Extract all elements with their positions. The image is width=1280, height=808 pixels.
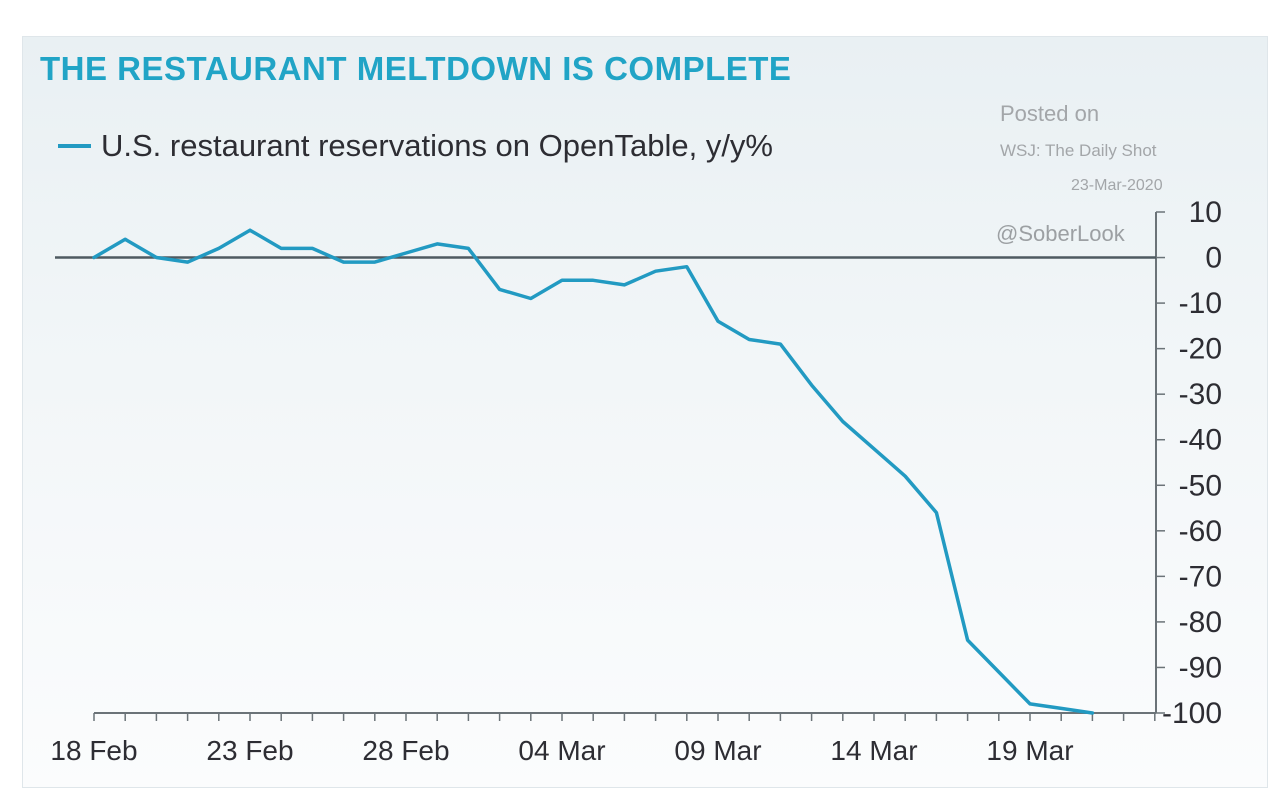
- chart-title: THE RESTAURANT MELTDOWN IS COMPLETE: [40, 50, 792, 87]
- y-tick-label: -80: [1179, 606, 1222, 639]
- plot-area: [92, 228, 1095, 715]
- chart-card: [22, 36, 1268, 788]
- x-tick-label: 28 Feb: [362, 735, 449, 766]
- x-tick-label: 23 Feb: [206, 735, 293, 766]
- y-tick-label: -30: [1179, 378, 1222, 411]
- legend-swatch: [58, 144, 91, 148]
- y-tick-label: -60: [1179, 515, 1222, 548]
- series-line: [92, 228, 1095, 715]
- source-label: WSJ: The Daily Shot: [1000, 141, 1157, 160]
- posted-date: 23-Mar-2020: [1071, 177, 1163, 194]
- x-tick-label: 14 Mar: [830, 735, 917, 766]
- y-tick-label: 0: [1205, 242, 1222, 275]
- y-tick-label: -50: [1179, 469, 1222, 502]
- x-tick-label: 09 Mar: [674, 735, 761, 766]
- legend: U.S. restaurant reservations on OpenTabl…: [58, 128, 773, 164]
- tick-labels: 10 0 -10 -20 -30 -40 -50 -60 -70 -80 -90 -100 18 Feb…: [50, 196, 1222, 766]
- y-tick-label: -40: [1179, 424, 1222, 457]
- x-tick-label: 04 Mar: [518, 735, 605, 766]
- y-tick-label: 10: [1189, 196, 1222, 229]
- y-tick-label: -20: [1179, 333, 1222, 366]
- axes: [55, 211, 1165, 721]
- y-tick-label: -70: [1179, 560, 1222, 593]
- y-tick-label: -10: [1179, 287, 1222, 320]
- x-tick-label: 19 Mar: [986, 735, 1073, 766]
- x-tick-label: 18 Feb: [50, 735, 137, 766]
- y-tick-label: -90: [1179, 651, 1222, 684]
- y-tick-label: -100: [1162, 697, 1222, 730]
- author-handle: @SoberLook: [996, 221, 1125, 246]
- legend-label: U.S. restaurant reservations on OpenTabl…: [101, 128, 773, 163]
- posted-on-label: Posted on: [1000, 101, 1100, 126]
